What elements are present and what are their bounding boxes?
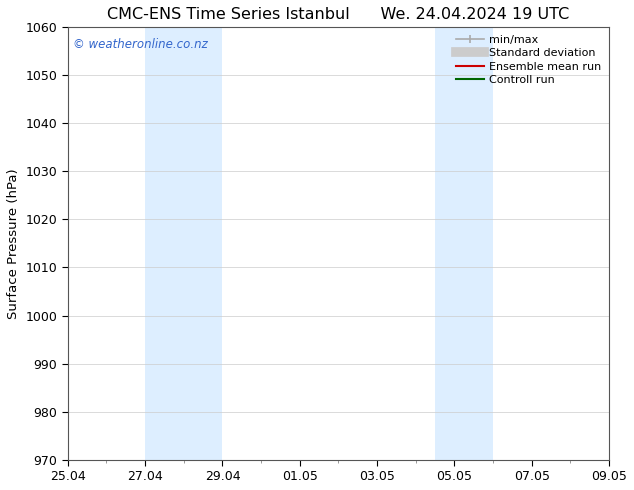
Title: CMC-ENS Time Series Istanbul      We. 24.04.2024 19 UTC: CMC-ENS Time Series Istanbul We. 24.04.2… [107,7,569,22]
Y-axis label: Surface Pressure (hPa): Surface Pressure (hPa) [7,168,20,319]
Legend: min/max, Standard deviation, Ensemble mean run, Controll run: min/max, Standard deviation, Ensemble me… [451,30,605,90]
Text: © weatheronline.co.nz: © weatheronline.co.nz [73,38,208,51]
Bar [145,27,223,460]
Bar [435,27,493,460]
